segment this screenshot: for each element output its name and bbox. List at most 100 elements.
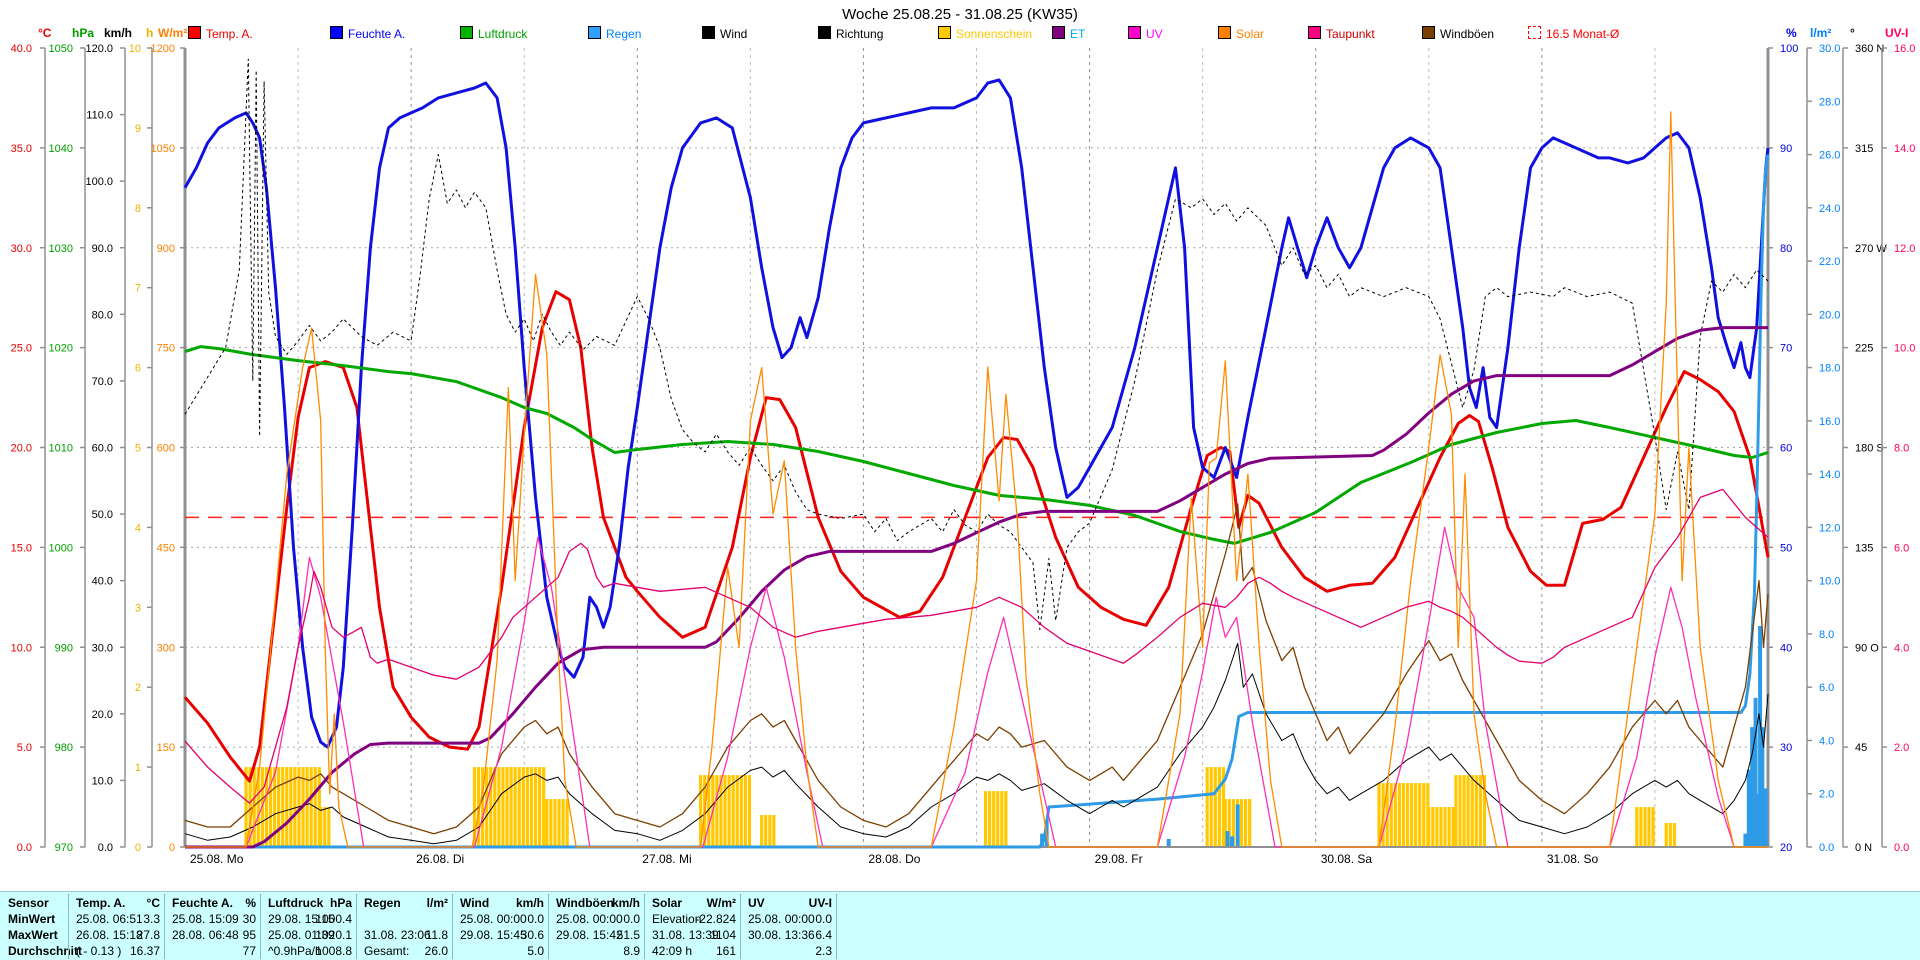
table-divider xyxy=(836,894,837,959)
table-divider xyxy=(260,894,261,959)
tick-label-uvi: 0.0 xyxy=(1894,842,1909,854)
tick-label-pct: 60 xyxy=(1780,443,1792,455)
table-value-time: 25.08. 00:00 xyxy=(556,912,623,926)
tick-label-kmh: 80.0 xyxy=(92,309,113,321)
axis-header-kmh: km/h xyxy=(104,26,133,40)
tick-label-deg: 315 xyxy=(1855,143,1873,155)
tick-label-pct: 30 xyxy=(1780,742,1792,754)
tick-label-lm2: 12.0 xyxy=(1819,522,1840,534)
table-value-number: 95 xyxy=(242,928,256,942)
tick-label-kmh: 100.0 xyxy=(85,176,113,188)
tick-label-h: 6 xyxy=(135,363,141,375)
tick-label-kmh: 110.0 xyxy=(86,110,113,122)
tick-label-kmh: 0.0 xyxy=(98,842,113,854)
axis-header-UVI: UV-I xyxy=(1885,26,1909,40)
legend-item-wind: Wind xyxy=(702,26,747,42)
series-temp-a xyxy=(183,290,1770,783)
legend-item-windb-en: Windböen xyxy=(1422,26,1494,42)
weather-chart-svg: 40.035.030.025.020.015.010.05.00.0105010… xyxy=(11,43,1916,854)
table-value-number: 26.0 xyxy=(424,944,448,958)
table-value-time: 42:09 h xyxy=(652,944,693,958)
legend-label: ET xyxy=(1070,27,1086,41)
table-value-number: 16.37 xyxy=(129,944,160,958)
table-group-name: Solar xyxy=(652,896,683,910)
table-value-time: 30.08. 13:36 xyxy=(748,928,815,942)
tick-label-deg: 270 W xyxy=(1855,243,1887,255)
table-value-number: 0.0 xyxy=(815,912,832,926)
table-value-time: 25.08. 01:39 xyxy=(268,928,335,942)
table-value-time: 31.08. 23:06 xyxy=(364,928,431,942)
legend-swatch-icon xyxy=(1218,26,1231,39)
legend-item-temp-a-: Temp. A. xyxy=(188,26,253,42)
axis-header-hPa: hPa xyxy=(72,26,95,40)
table-value-time: 25.08. 15:09 xyxy=(172,912,239,926)
legend-item-feuchte-a-: Feuchte A. xyxy=(330,26,405,42)
tick-label-pct: 80 xyxy=(1780,243,1792,255)
page-title: Woche 25.08.25 - 31.08.25 (KW35) xyxy=(842,6,1078,23)
legend-item-16-5-monat-: 16.5 Monat-Ø xyxy=(1528,26,1619,42)
series-et xyxy=(185,326,1768,849)
table-group-unit: W/m² xyxy=(706,896,736,910)
legend-swatch-icon xyxy=(818,26,831,39)
table-value-number: 0.0 xyxy=(623,912,640,926)
table-value-number: 8.9 xyxy=(623,944,640,958)
table-value-number: 51.5 xyxy=(616,928,640,942)
table-value-number: 0.0 xyxy=(527,912,544,926)
table-value-number: 77 xyxy=(242,944,256,958)
day-label-3: 28.08. Do xyxy=(868,852,921,866)
series-uv xyxy=(245,526,1735,848)
table-divider xyxy=(68,894,69,959)
tick-label-uvi: 10.0 xyxy=(1894,343,1915,355)
series-luftdruck xyxy=(184,345,1769,545)
legend-label: UV xyxy=(1146,27,1163,41)
chart-area: 40.0 35.0 30.0 25.0 20.0 15.0 10.0 5.0 0.0 1050 10… xyxy=(11,43,1916,854)
tick-label-pct: 70 xyxy=(1780,343,1792,355)
tick-label-deg: 90 O xyxy=(1855,642,1879,654)
table-row-label: Sensor xyxy=(8,896,49,910)
tick-label-kmh: 50.0 xyxy=(92,509,113,521)
axis-header-%: % xyxy=(1786,26,1797,40)
tick-label-h: 0 xyxy=(135,842,141,854)
table-value-number: 161 xyxy=(715,944,736,958)
table-value-time: 29.08. 15:15 xyxy=(268,912,335,926)
tick-label-lm2: 2.0 xyxy=(1819,789,1834,801)
table-group-name: Windböen xyxy=(556,896,614,910)
table-value-number: 1000.4 xyxy=(315,912,352,926)
table-group-name: Regen xyxy=(364,896,401,910)
table-group-unit: hPa xyxy=(329,896,352,910)
table-group-unit: l/m² xyxy=(426,896,448,910)
tick-label-h: 9 xyxy=(135,123,141,135)
tick-label-deg: 0 N xyxy=(1855,842,1872,854)
tick-label-Wm2: 1200 xyxy=(151,43,175,55)
tick-label-h: 10 xyxy=(129,43,141,55)
tick-label-C: 15.0 xyxy=(11,542,32,554)
table-value-time: Elevation xyxy=(652,912,702,926)
stats-table: Sensor MinWert MaxWert Durchschnitt Temp. A.… xyxy=(0,891,1920,960)
legend-swatch-icon xyxy=(330,26,343,39)
tick-label-lm2: 26.0 xyxy=(1819,150,1840,162)
series-windboeen xyxy=(184,503,1769,835)
legend-label: Richtung xyxy=(836,27,884,41)
tick-label-Wm2: 750 xyxy=(157,343,175,355)
tick-label-uvi: 4.0 xyxy=(1894,642,1909,654)
tick-label-kmh: 90.0 xyxy=(92,243,113,255)
tick-label-C: 25.0 xyxy=(11,343,32,355)
tick-label-pct: 50 xyxy=(1780,542,1792,554)
table-value-number: 1008.8 xyxy=(315,944,352,958)
legend-swatch-icon xyxy=(588,26,601,39)
series-regen-summe xyxy=(185,154,1770,849)
tick-label-lm2: 16.0 xyxy=(1819,416,1840,428)
legend-swatch-icon xyxy=(460,26,473,39)
tick-label-hPa: 990 xyxy=(55,642,73,654)
table-group-unit: UV-I xyxy=(808,896,832,910)
table-value-time: 25.08. 00:00 xyxy=(460,912,527,926)
tick-label-lm2: 4.0 xyxy=(1819,735,1834,747)
table-group-name: Feuchte A. xyxy=(172,896,233,910)
tick-label-deg: 360 N xyxy=(1855,43,1884,55)
series-wind xyxy=(184,642,1769,845)
tick-label-lm2: 28.0 xyxy=(1819,96,1840,108)
table-value-number: 11.8 xyxy=(425,928,448,942)
legend-swatch-icon xyxy=(1052,26,1065,39)
tick-label-h: 8 xyxy=(135,203,141,215)
